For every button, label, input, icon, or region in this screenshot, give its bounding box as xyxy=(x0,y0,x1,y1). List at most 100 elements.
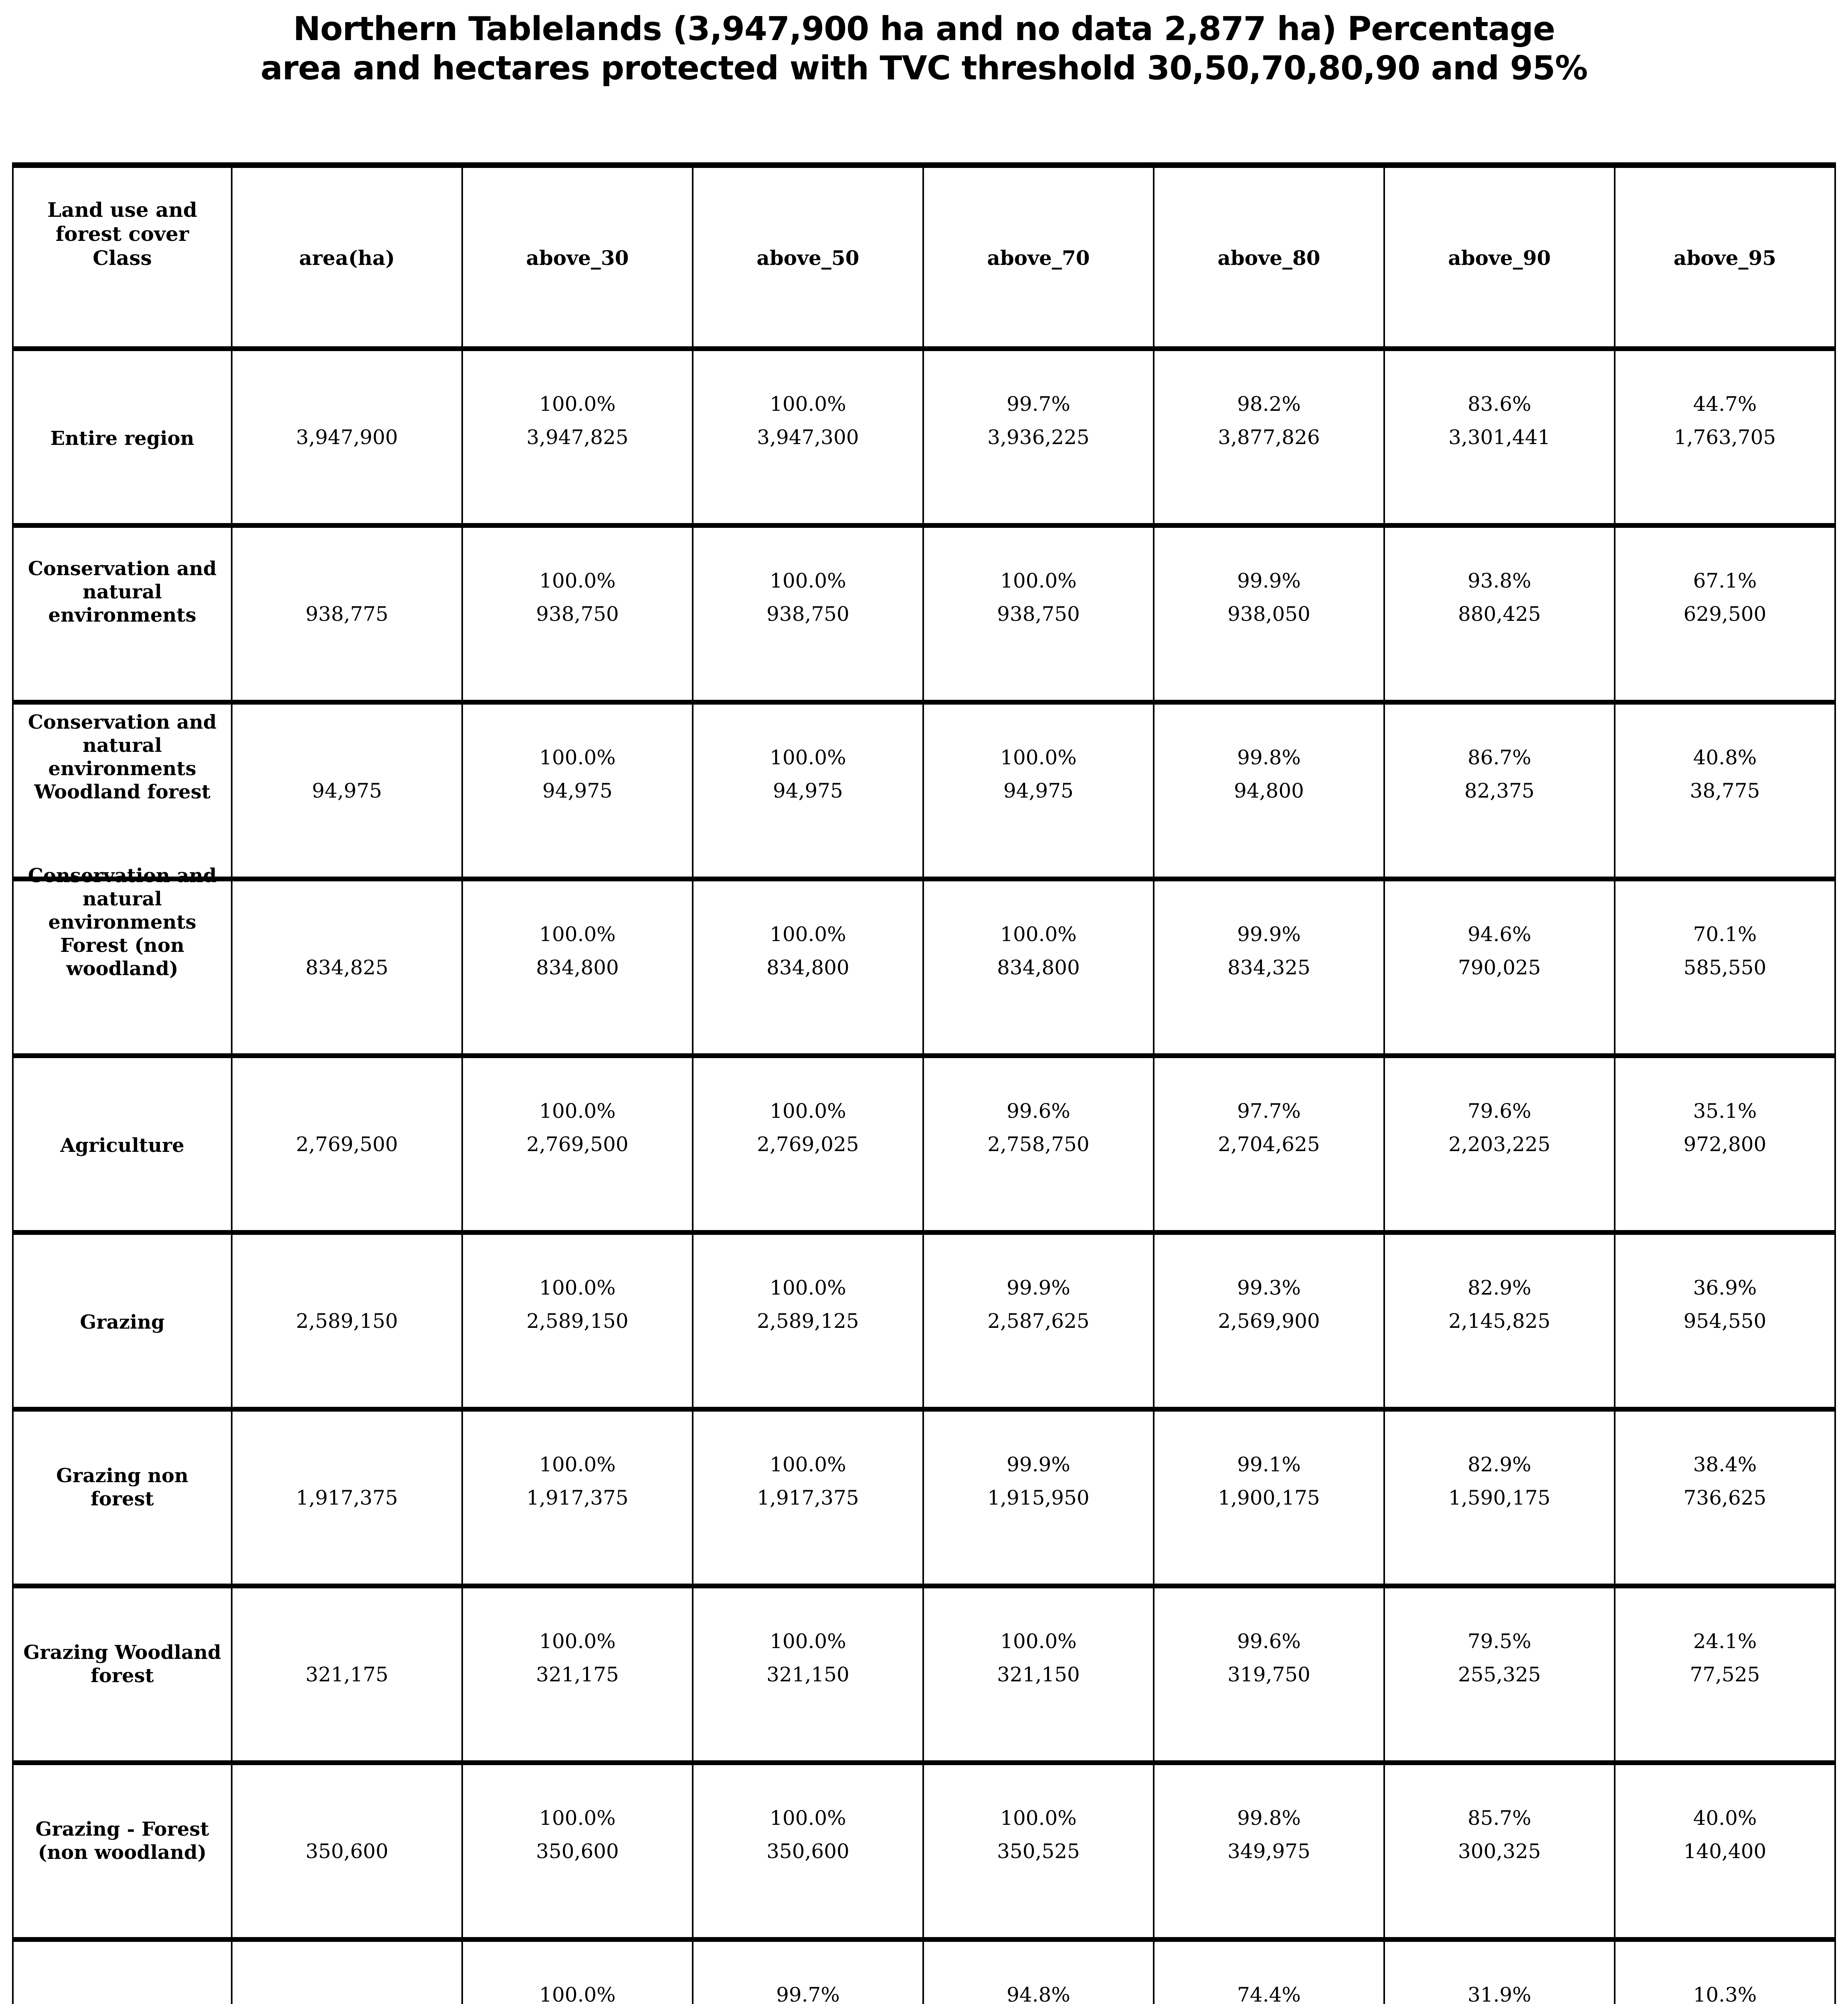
area-value: 1,917,375 xyxy=(296,1486,398,1509)
above95-percent: 40.8% xyxy=(1693,745,1757,769)
above90-hectares: 82,375 xyxy=(1464,779,1535,802)
above90-percent: 82.9% xyxy=(1468,1276,1531,1299)
area-cell: 94,975 xyxy=(233,705,463,877)
above30-percent: 100.0% xyxy=(539,1983,616,2004)
above30-cell: 100.0% 350,600 xyxy=(463,1765,694,1937)
above30-hectares: 3,947,825 xyxy=(526,425,629,449)
header-above95-cell: above_95 xyxy=(1615,168,1834,346)
above95-percent: 36.9% xyxy=(1693,1276,1757,1299)
above30-cell: 100.0% 2,589,150 xyxy=(463,1235,694,1407)
above80-cell: 99.6% 319,750 xyxy=(1154,1588,1385,1760)
above70-percent: 100.0% xyxy=(1000,745,1077,769)
above30-cell: 100.0% 94,975 xyxy=(463,705,694,877)
header-above50-label: above_50 xyxy=(756,246,859,270)
above30-cell: 100.0% 938,750 xyxy=(463,528,694,700)
header-area-cell: area(ha) xyxy=(233,168,463,346)
above50-hectares: 938,750 xyxy=(766,602,849,626)
row-label-cell: Agriculture xyxy=(14,1058,233,1230)
above80-percent: 99.6% xyxy=(1237,1629,1301,1653)
area-cell: 2,589,150 xyxy=(233,1235,463,1407)
row-label: Conservation and natural environments xyxy=(28,557,217,626)
row-label-cell: Grazing non forest xyxy=(14,1412,233,1584)
above50-hectares: 321,150 xyxy=(766,1663,849,1686)
page-title-line2: area and hectares protected with TVC thr… xyxy=(260,49,1588,87)
area-cell: 172,625 xyxy=(233,1942,463,2004)
above70-cell: 94.8% 163,700 xyxy=(924,1942,1154,2004)
row-label: Grazing xyxy=(80,1311,165,1333)
above80-percent: 97.7% xyxy=(1237,1099,1301,1123)
above80-cell: 99.8% 349,975 xyxy=(1154,1765,1385,1937)
above95-cell: 10.3% 17,775 xyxy=(1615,1942,1834,2004)
above30-percent: 100.0% xyxy=(539,1629,616,1653)
above90-hectares: 2,145,825 xyxy=(1448,1309,1551,1333)
above80-cell: 99.1% 1,900,175 xyxy=(1154,1412,1385,1584)
above70-percent: 100.0% xyxy=(1000,1806,1077,1830)
above95-hectares: 972,800 xyxy=(1683,1132,1767,1156)
above90-cell: 79.5% 255,325 xyxy=(1385,1588,1615,1760)
area-cell: 321,175 xyxy=(233,1588,463,1760)
above90-hectares: 1,590,175 xyxy=(1448,1486,1551,1509)
above80-hectares: 349,975 xyxy=(1227,1839,1310,1863)
above30-hectares: 94,975 xyxy=(542,779,613,802)
above95-cell: 40.0% 140,400 xyxy=(1615,1765,1834,1937)
header-class-cell: Land use and forest cover Class xyxy=(14,168,233,346)
row-label: Entire region xyxy=(50,427,194,450)
above90-cell: 82.9% 1,590,175 xyxy=(1385,1412,1615,1584)
above90-cell: 94.6% 790,025 xyxy=(1385,881,1615,1053)
above80-cell: 99.9% 834,325 xyxy=(1154,881,1385,1053)
above70-hectares: 350,525 xyxy=(997,1839,1080,1863)
above95-percent: 35.1% xyxy=(1693,1099,1757,1123)
above70-hectares: 938,750 xyxy=(997,602,1080,626)
above50-hectares: 94,975 xyxy=(773,779,843,802)
above90-percent: 85.7% xyxy=(1468,1806,1531,1830)
above95-hectares: 954,550 xyxy=(1683,1309,1767,1333)
above70-hectares: 1,915,950 xyxy=(987,1486,1090,1509)
table-row: Grazing Woodland forest 321,175 100.0% 3… xyxy=(14,1584,1834,1760)
above95-cell: 40.8% 38,775 xyxy=(1615,705,1834,877)
above90-percent: 31.9% xyxy=(1468,1983,1531,2004)
above50-cell: 100.0% 1,917,375 xyxy=(694,1412,924,1584)
row-label-cell: Grazing - Forest (non woodland) xyxy=(14,1765,233,1937)
above30-percent: 100.0% xyxy=(539,1452,616,1476)
above50-cell: 100.0% 938,750 xyxy=(694,528,924,700)
above90-hectares: 790,025 xyxy=(1458,956,1541,979)
above50-cell: 100.0% 2,769,025 xyxy=(694,1058,924,1230)
above80-cell: 97.7% 2,704,625 xyxy=(1154,1058,1385,1230)
above95-hectares: 38,775 xyxy=(1690,779,1760,802)
area-cell: 2,769,500 xyxy=(233,1058,463,1230)
header-above90-label: above_90 xyxy=(1448,246,1551,270)
above80-hectares: 319,750 xyxy=(1227,1663,1310,1686)
above50-cell: 100.0% 94,975 xyxy=(694,705,924,877)
row-label-cell: Conservation and natural environments Fo… xyxy=(14,865,233,1053)
above90-percent: 82.9% xyxy=(1468,1452,1531,1476)
area-cell: 834,825 xyxy=(233,881,463,1053)
above30-hectares: 321,175 xyxy=(536,1663,619,1686)
above95-cell: 38.4% 736,625 xyxy=(1615,1412,1834,1584)
above50-hectares: 2,589,125 xyxy=(757,1309,859,1333)
above70-percent: 100.0% xyxy=(1000,1629,1077,1653)
above70-cell: 100.0% 94,975 xyxy=(924,705,1154,877)
above30-cell: 100.0% 321,175 xyxy=(463,1588,694,1760)
row-label-cell: Grazing Woodland forest xyxy=(14,1588,233,1760)
above50-percent: 100.0% xyxy=(770,1629,846,1653)
above90-hectares: 2,203,225 xyxy=(1448,1132,1551,1156)
above80-hectares: 1,900,175 xyxy=(1218,1486,1320,1509)
above50-cell: 99.7% 172,175 xyxy=(694,1942,924,2004)
above80-hectares: 3,877,826 xyxy=(1218,425,1320,449)
above80-percent: 99.1% xyxy=(1237,1452,1301,1476)
above30-percent: 100.0% xyxy=(539,1276,616,1299)
header-above70-cell: above_70 xyxy=(924,168,1154,346)
row-label-cell: Entire region xyxy=(14,351,233,523)
header-class-label: Land use and forest cover Class xyxy=(47,198,197,270)
above80-cell: 98.2% 3,877,826 xyxy=(1154,351,1385,523)
above50-cell: 100.0% 834,800 xyxy=(694,881,924,1053)
above80-percent: 99.9% xyxy=(1237,569,1301,592)
above50-percent: 100.0% xyxy=(770,745,846,769)
above30-percent: 100.0% xyxy=(539,745,616,769)
above50-percent: 100.0% xyxy=(770,1099,846,1123)
above80-hectares: 2,704,625 xyxy=(1218,1132,1320,1156)
above50-cell: 100.0% 321,150 xyxy=(694,1588,924,1760)
above80-cell: 99.3% 2,569,900 xyxy=(1154,1235,1385,1407)
above80-cell: 74.4% 128,375 xyxy=(1154,1942,1385,2004)
area-cell: 938,775 xyxy=(233,528,463,700)
